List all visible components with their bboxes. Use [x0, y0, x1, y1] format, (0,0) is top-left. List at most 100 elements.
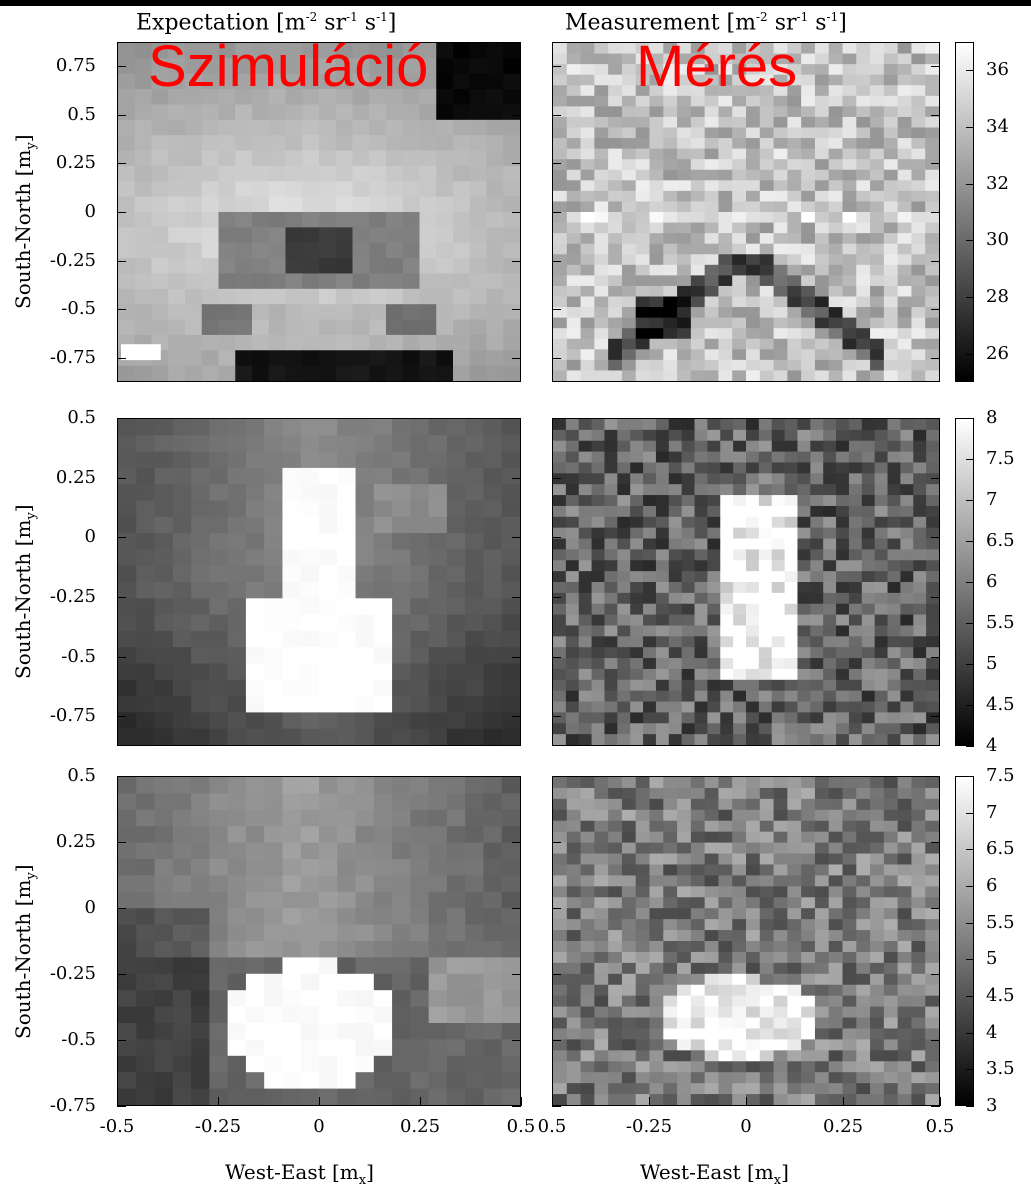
heatmap-cell: [758, 516, 773, 529]
heatmap-cell: [483, 565, 503, 583]
heatmap-cell: [787, 233, 802, 245]
heatmap-cell: [118, 196, 136, 213]
heatmap-cell: [870, 264, 885, 276]
heatmap-cell: [385, 181, 404, 198]
heatmap-cell: [565, 679, 580, 692]
heatmap-cell: [191, 941, 210, 958]
heatmap-cell: [655, 647, 670, 659]
heatmap-cell: [925, 930, 939, 942]
heatmap-cell: [419, 43, 437, 59]
y-tick-mark: [512, 260, 521, 262]
heatmap-cell: [553, 614, 567, 627]
y-tick-mark: [552, 418, 561, 419]
heatmap-cell: [172, 826, 192, 844]
heatmap-cell: [842, 820, 857, 833]
heatmap-cell: [566, 243, 582, 255]
heatmap-cell: [553, 1017, 568, 1030]
heatmap-cell: [227, 1088, 247, 1105]
heatmap-cell: [245, 957, 265, 975]
heatmap-cell: [759, 233, 775, 245]
heatmap-cell: [566, 370, 582, 381]
heatmap-cell: [718, 1039, 733, 1051]
heatmap-cell: [604, 560, 618, 572]
heatmap-cell: [566, 809, 582, 822]
heatmap-cell: [643, 516, 657, 529]
heatmap-cell: [355, 1072, 375, 1090]
heatmap-cell: [797, 690, 811, 703]
heatmap-cell: [911, 169, 926, 181]
heatmap-cell: [191, 614, 210, 632]
heatmap-cell: [732, 941, 747, 953]
heatmap-cell: [897, 820, 913, 833]
heatmap-cell: [746, 451, 760, 464]
heatmap-cell: [565, 625, 580, 637]
heatmap-cell: [319, 941, 338, 958]
heatmap-cell: [704, 820, 720, 833]
heatmap-cell: [870, 138, 885, 150]
heatmap-cell: [668, 679, 683, 692]
heatmap-cell: [870, 984, 885, 997]
heatmap-cell: [842, 864, 857, 876]
heatmap-cell: [553, 809, 568, 822]
heatmap-cell: [771, 723, 786, 735]
heatmap-cell: [154, 1055, 174, 1073]
heatmap-cell: [704, 285, 720, 298]
heatmap-cell: [897, 328, 913, 340]
heatmap-cell: [335, 242, 354, 259]
heatmap-cell: [801, 148, 816, 160]
heatmap-cell: [630, 505, 644, 518]
heatmap-cell: [300, 679, 320, 697]
heatmap-cell: [649, 53, 664, 65]
heatmap-cell: [897, 908, 913, 920]
heatmap-cell: [428, 990, 448, 1008]
heatmap-cell: [594, 941, 609, 953]
heatmap-cell: [392, 891, 411, 909]
heatmap-cell: [553, 679, 567, 692]
heatmap-cell: [649, 973, 664, 986]
heatmap-cell: [503, 319, 520, 336]
heatmap-cell: [797, 451, 811, 464]
heatmap-cell: [746, 798, 761, 811]
heatmap-cell: [285, 135, 303, 152]
heatmap-simulation-row2: [117, 418, 521, 746]
heatmap-cell: [453, 150, 471, 167]
heatmap-cell: [787, 201, 802, 213]
heatmap-cell: [282, 565, 302, 583]
heatmap-cell: [453, 288, 471, 305]
heatmap-cell: [483, 630, 503, 648]
heatmap-cell: [227, 1023, 247, 1040]
y-tick-mark: [931, 537, 940, 539]
heatmap-cell: [392, 809, 411, 827]
heatmap-cell: [635, 317, 651, 329]
heatmap-cell: [151, 181, 169, 198]
heatmap-cell: [264, 941, 284, 958]
heatmap-cell: [649, 1028, 664, 1040]
heatmap-cell: [503, 181, 520, 198]
heatmap-cell: [446, 957, 466, 975]
heatmap-cell: [594, 809, 609, 822]
heatmap-cell: [663, 995, 678, 1008]
heatmap-cell: [828, 984, 844, 997]
heatmap-cell: [151, 365, 169, 381]
colorbar-tick-label: 30: [986, 229, 1009, 251]
heatmap-cell: [787, 1006, 802, 1019]
heatmap-cell: [501, 451, 520, 469]
heatmap-cell: [630, 495, 644, 507]
heatmap-cell: [810, 484, 824, 496]
heatmap-cell: [252, 334, 270, 351]
heatmap-cell: [594, 1072, 609, 1084]
heatmap-cell: [663, 1028, 678, 1040]
heatmap-cell: [245, 419, 265, 436]
heatmap-cell: [635, 159, 651, 171]
heatmap-cell: [355, 419, 375, 436]
heatmap-cell: [810, 614, 824, 627]
heatmap-cell: [707, 462, 721, 474]
heatmap-cell: [707, 625, 721, 637]
heatmap-cell: [913, 690, 927, 703]
heatmap-cell: [733, 603, 747, 616]
heatmap-cell: [707, 419, 721, 431]
heatmap-cell: [319, 1072, 338, 1090]
heatmap-cell: [319, 135, 337, 152]
heatmap-cell: [897, 95, 913, 107]
heatmap-cell: [630, 625, 644, 637]
